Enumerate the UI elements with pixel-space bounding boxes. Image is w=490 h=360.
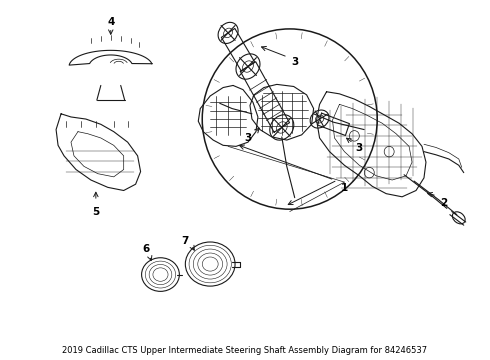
Text: 3: 3 bbox=[291, 57, 298, 67]
Text: 3: 3 bbox=[356, 144, 363, 153]
Text: 2: 2 bbox=[440, 198, 447, 208]
Text: 5: 5 bbox=[92, 207, 99, 216]
Text: 6: 6 bbox=[142, 244, 149, 255]
Text: 4: 4 bbox=[107, 17, 115, 27]
Text: 7: 7 bbox=[182, 236, 189, 246]
Text: 3: 3 bbox=[245, 133, 251, 143]
Text: 2019 Cadillac CTS Upper Intermediate Steering Shaft Assembly Diagram for 8424653: 2019 Cadillac CTS Upper Intermediate Ste… bbox=[62, 346, 428, 355]
Text: 1: 1 bbox=[341, 183, 348, 193]
